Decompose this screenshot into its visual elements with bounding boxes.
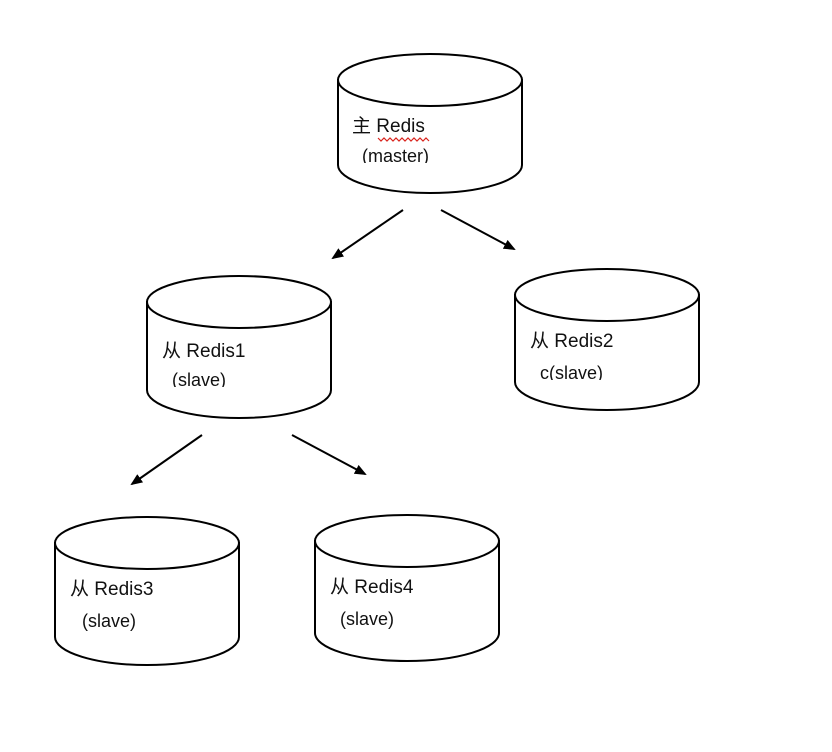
master-cylinder-top xyxy=(337,53,523,107)
slave2-sublabel: c(slave) xyxy=(540,363,603,383)
master-redis-node[interactable]: 主 Redis (master) xyxy=(337,53,523,194)
slave2-cylinder-body xyxy=(514,294,700,411)
slave3-label: 从 Redis3 xyxy=(70,579,153,600)
slave4-redis-node[interactable]: 从 Redis4 (slave) xyxy=(314,514,500,662)
arrow-master-to-slave2 xyxy=(440,209,516,250)
slave3-cylinder-top xyxy=(54,516,240,570)
slave3-redis-node[interactable]: 从 Redis3 (slave) xyxy=(54,516,240,666)
slave1-label: 从 Redis1 xyxy=(162,341,245,362)
slave1-cylinder-body xyxy=(146,301,332,419)
slave1-sublabel: (slave) xyxy=(172,370,226,390)
master-sublabel: (master) xyxy=(362,146,429,166)
slave4-label: 从 Redis4 xyxy=(330,577,414,598)
slave2-label: 从 Redis2 xyxy=(530,331,613,352)
arrow-slave1-to-slave3 xyxy=(130,434,203,486)
slave4-cylinder-body xyxy=(314,540,500,662)
slave1-cylinder-top xyxy=(146,275,332,329)
slave2-cylinder-top xyxy=(514,268,700,322)
arrow-master-to-slave1 xyxy=(331,209,404,260)
master-cylinder-body xyxy=(337,79,523,194)
spellcheck-underline xyxy=(377,137,430,142)
slave3-cylinder-body xyxy=(54,542,240,666)
slave3-sublabel: (slave) xyxy=(82,611,136,631)
slave2-redis-node[interactable]: 从 Redis2 c(slave) xyxy=(514,268,700,411)
slave4-cylinder-top xyxy=(314,514,500,568)
master-label: 主 Redis xyxy=(352,115,425,137)
slave4-sublabel: (slave) xyxy=(340,609,394,629)
slave1-redis-node[interactable]: 从 Redis1 (slave) xyxy=(146,275,332,419)
arrow-slave1-to-slave4 xyxy=(291,434,367,475)
